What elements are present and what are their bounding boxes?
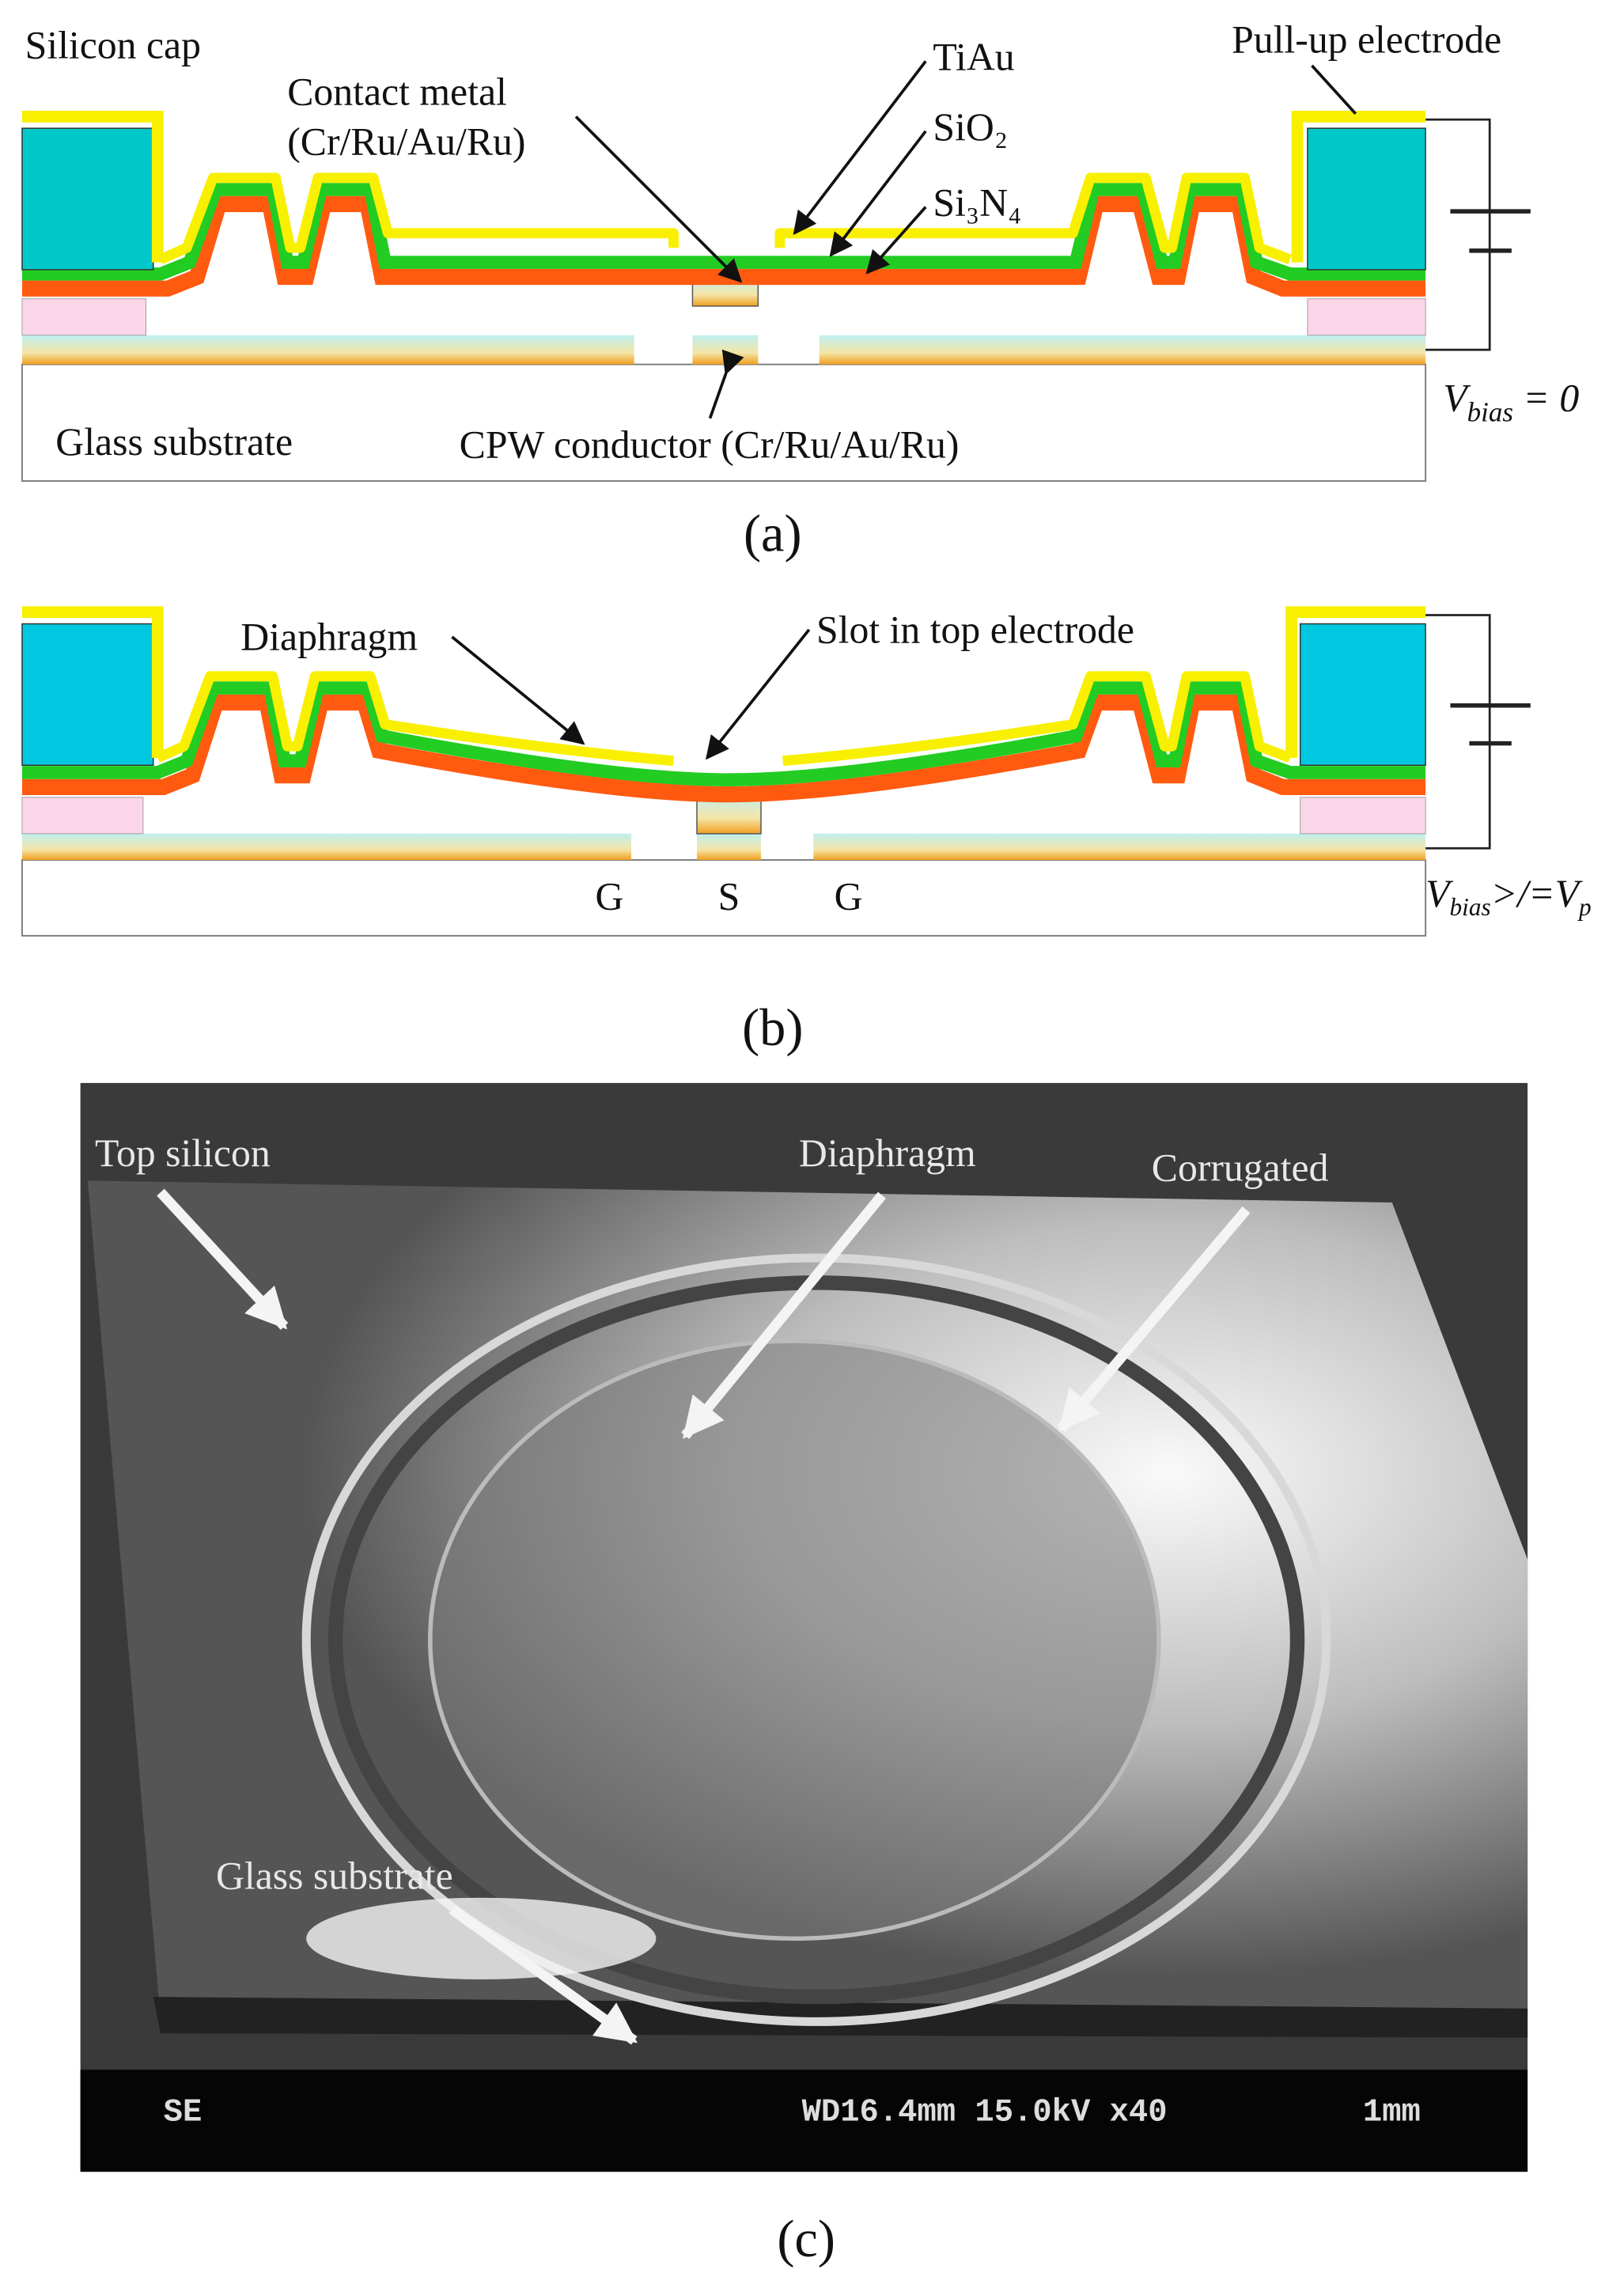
label: TiAu bbox=[933, 35, 1014, 78]
caption: (b) bbox=[742, 999, 803, 1057]
si3n4-layer bbox=[21, 694, 1426, 803]
silicon-cap bbox=[1299, 623, 1426, 766]
silicon-cap bbox=[21, 127, 154, 271]
diaphragm-rim bbox=[301, 1253, 1331, 2026]
cpw-ground bbox=[21, 335, 634, 365]
label: Contact metal bbox=[287, 70, 507, 114]
label: Pull-up electrode bbox=[1232, 17, 1501, 61]
pull-up-electrode bbox=[1291, 111, 1426, 263]
label: p bbox=[1577, 893, 1592, 921]
info-bar bbox=[80, 2070, 1528, 2172]
label: SE bbox=[164, 2095, 203, 2131]
caption: (a) bbox=[744, 505, 802, 562]
arrow bbox=[1057, 1206, 1251, 1432]
label: V bbox=[1443, 377, 1471, 420]
arrow bbox=[157, 1188, 289, 1330]
tiau-cap bbox=[21, 606, 164, 759]
label: Top silicon bbox=[95, 1131, 271, 1175]
tiau-layer bbox=[158, 172, 1293, 264]
arrow bbox=[793, 60, 927, 236]
label: SiO₂ bbox=[933, 105, 1008, 149]
si3n4-layer bbox=[21, 195, 1426, 297]
arrow bbox=[708, 349, 744, 419]
label: Slot in top electrode bbox=[816, 608, 1134, 651]
label: bias bbox=[1467, 396, 1513, 427]
cpw-signal bbox=[692, 335, 759, 365]
label: S bbox=[718, 875, 740, 919]
battery bbox=[1450, 209, 1531, 253]
cpw-ground bbox=[813, 833, 1426, 861]
cpw-ground bbox=[819, 335, 1426, 365]
label: G bbox=[835, 875, 863, 919]
battery bbox=[1450, 703, 1531, 746]
label: (Cr/Ru/Au/Ru) bbox=[287, 119, 525, 163]
glare bbox=[306, 1897, 657, 1979]
anchor bbox=[1300, 797, 1426, 835]
anchor bbox=[21, 298, 146, 336]
glass-substrate bbox=[21, 859, 1427, 937]
arrow bbox=[574, 116, 743, 283]
tiau-cap bbox=[21, 111, 164, 263]
label: CPW conductor (Cr/Ru/Au/Ru) bbox=[460, 423, 960, 467]
bias-circuit bbox=[1425, 118, 1531, 351]
arrow bbox=[706, 628, 811, 760]
label: Diaphragm bbox=[799, 1131, 976, 1175]
bias-label: Vbias = 0 bbox=[1443, 377, 1579, 428]
anchor bbox=[21, 797, 144, 835]
label: Diaphragm bbox=[240, 616, 418, 659]
label: Corrugated bbox=[1152, 1146, 1329, 1189]
arrow bbox=[449, 1905, 638, 2045]
label: = 0 bbox=[1513, 377, 1579, 420]
arrow bbox=[829, 130, 927, 257]
cpw-ground bbox=[21, 833, 632, 861]
label: WD16.4mm 15.0kV x40 bbox=[802, 2095, 1168, 2131]
silicon-cap bbox=[1307, 127, 1426, 271]
bias-circuit bbox=[1425, 614, 1491, 850]
caption: (c) bbox=[777, 2210, 835, 2268]
arrow bbox=[865, 206, 927, 275]
label: Glass substrate bbox=[216, 1854, 453, 1898]
label: V bbox=[1425, 872, 1454, 915]
bias-label: Vbias>/=Vp bbox=[1425, 872, 1592, 921]
arrow bbox=[451, 635, 585, 745]
pull-up-electrode bbox=[1285, 606, 1426, 759]
cpw-signal bbox=[696, 833, 762, 861]
label: Silicon cap bbox=[25, 24, 201, 67]
glass-substrate bbox=[21, 363, 1427, 482]
label: G bbox=[595, 875, 623, 919]
arrow bbox=[1311, 64, 1357, 115]
label: 1mm bbox=[1363, 2095, 1421, 2131]
label: bias bbox=[1450, 893, 1491, 921]
label: Si₃N₄ bbox=[933, 181, 1021, 225]
sio2-layer bbox=[21, 681, 1426, 786]
panel-a: Silicon cap Contact metal (Cr/Ru/Au/Ru) … bbox=[21, 17, 1579, 562]
panel-c: Top silicon Diaphragm Corrugated Glass s… bbox=[80, 1082, 1528, 2268]
label: >/=V bbox=[1491, 872, 1584, 915]
panel-b: Diaphragm Slot in top electrode G S G Vb… bbox=[21, 606, 1592, 1057]
diaphragm bbox=[428, 1339, 1161, 1941]
anchor bbox=[1307, 298, 1426, 336]
label: Glass substrate bbox=[55, 420, 293, 464]
arrow bbox=[681, 1191, 886, 1439]
silicon-cap bbox=[21, 623, 154, 766]
tiau-layer bbox=[155, 671, 1293, 767]
